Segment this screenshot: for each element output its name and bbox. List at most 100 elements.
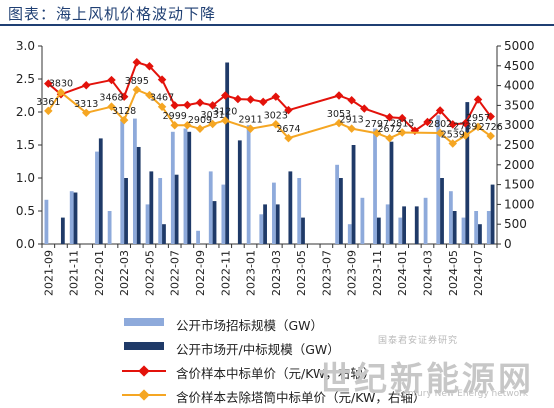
x-tick-label: 2024-05: [447, 250, 460, 296]
award-volume-bar: [275, 204, 280, 244]
ex-tower-price-point: [107, 102, 116, 111]
ex-tower-price-point: [56, 88, 66, 97]
y-right-tick-label: 1500: [504, 178, 535, 192]
tender-volume-bar: [398, 217, 403, 244]
award-volume-bar: [402, 206, 406, 244]
chart-header: 图表：海上风机价格波动下降: [0, 0, 554, 26]
award-volume-bar: [60, 217, 65, 244]
y-right-tick-label: 3000: [504, 118, 535, 132]
award-volume-bar: [478, 224, 482, 244]
legend-item-ex-tower-price: 含价样本去除塔筒中标单价（元/KW，右轴）: [120, 384, 425, 408]
x-tick-label: 2024-01: [396, 250, 409, 296]
y-right-tick-label: 1000: [504, 197, 535, 211]
ex-tower-price-point: [461, 131, 470, 140]
award-volume-bar: [162, 224, 166, 244]
ex-tower-price-point: [170, 120, 179, 130]
x-tick-label: 2021-11: [68, 250, 81, 296]
tender-volume-bar: [95, 151, 99, 244]
x-tick-label: 2023-03: [270, 250, 283, 296]
y-right-tick-label: 4500: [504, 59, 535, 73]
ex-tower-price-point: [271, 120, 281, 129]
tender-volume-bar: [385, 204, 390, 244]
price-data-label: 3467: [150, 93, 174, 104]
award-volume-bar: [414, 206, 419, 244]
legend-label-ex-tower-price: 含价样本去除塔筒中标单价（元/KW，右轴）: [176, 390, 426, 405]
legend-swatch-tender: [124, 318, 164, 326]
ex-tower-price-point: [183, 120, 192, 130]
ex-tower-price-point: [157, 102, 167, 111]
x-tick-label: 2023-07: [320, 250, 333, 296]
y-left-tick-label: 3.0: [16, 39, 35, 53]
award-volume-bar: [136, 146, 141, 244]
tender-volume-bar: [246, 125, 251, 244]
award-volume-bar: [351, 145, 356, 244]
header-divider: [0, 24, 554, 26]
legend-item-tender: 公开市场招标规模（GW）: [120, 312, 420, 336]
award-volume-bar: [490, 184, 495, 244]
award-volume-bar: [440, 178, 444, 244]
y-right-tick-label: 2500: [504, 138, 535, 152]
x-tick-label: 2022-05: [143, 250, 156, 296]
price-data-label: 2672: [377, 124, 401, 135]
tender-volume-bar: [170, 131, 175, 244]
unit-price-point: [486, 112, 495, 121]
award-volume-bar: [225, 62, 230, 244]
unit-price-point: [221, 91, 230, 100]
unit-price-point: [284, 105, 293, 115]
ex-tower-price-point: [44, 106, 53, 116]
x-tick-label: 2023-11: [371, 250, 384, 296]
unit-price-point: [473, 95, 483, 104]
legend-swatch-ex-tower-price: [122, 389, 166, 401]
ex-tower-price-point: [246, 124, 255, 133]
legend-swatch-unit-price: [122, 365, 166, 377]
unit-price-point: [271, 92, 281, 101]
x-tick-label: 2023-09: [346, 250, 359, 296]
chart-title: 图表：海上风机价格波动下降: [8, 5, 217, 23]
price-data-label: 2797: [365, 119, 389, 130]
x-tick-label: 2023-05: [295, 250, 308, 296]
y-left-tick-label: 0.5: [16, 204, 35, 218]
tender-volume-bar: [474, 211, 479, 244]
ex-tower-price-point: [435, 128, 445, 138]
chart-legend: 公开市场招标规模（GW） 公开市场开/中标规模（GW） 含价样本中标单价（元/K…: [120, 312, 425, 408]
x-tick-label: 2023-01: [245, 250, 258, 296]
ex-tower-price-point: [132, 85, 142, 95]
ex-tower-price-point: [119, 115, 129, 125]
x-tick-label: 2022-01: [93, 250, 106, 296]
ex-tower-price-line: [47, 88, 492, 145]
tender-volume-bar: [297, 178, 302, 244]
award-volume-bar: [452, 211, 457, 244]
award-volume-bar: [73, 192, 78, 244]
price-data-label: 2739: [453, 122, 477, 133]
ex-tower-price-point: [448, 139, 458, 148]
ex-tower-price-point: [195, 124, 205, 134]
unit-price-point: [81, 80, 91, 90]
price-data-label: 3128: [112, 106, 136, 117]
tender-volume-bar: [335, 164, 340, 244]
legend-label-award: 公开市场开/中标规模（GW）: [176, 342, 340, 357]
ex-tower-price-point: [145, 90, 154, 100]
unit-price-point: [258, 97, 268, 107]
tender-volume-bar: [272, 182, 276, 244]
x-tick-label: 2022-03: [118, 250, 131, 296]
tender-volume-bar: [208, 171, 213, 244]
ex-tower-price-point: [473, 122, 483, 132]
award-volume-bar: [465, 102, 470, 244]
price-data-label: 3361: [36, 97, 60, 108]
award-volume-bar: [212, 201, 217, 244]
price-data-label: 2815: [390, 119, 414, 130]
ex-tower-price-point: [347, 124, 356, 133]
ex-tower-price-point: [397, 128, 407, 137]
tender-volume-bar: [44, 199, 49, 244]
unit-price-point: [347, 96, 356, 105]
ex-tower-price-point: [486, 131, 495, 141]
award-volume-bar: [301, 217, 305, 244]
y-right-tick-label: 3500: [504, 98, 535, 112]
unit-price-point: [195, 98, 205, 107]
award-volume-bar: [187, 131, 192, 244]
price-data-label: 3031: [201, 110, 225, 121]
unit-price-point: [246, 95, 255, 104]
award-volume-bar: [174, 174, 179, 244]
unit-price-point: [132, 57, 142, 67]
legend-label-unit-price: 含价样本中标单价（元/KW，右轴）: [176, 366, 376, 381]
